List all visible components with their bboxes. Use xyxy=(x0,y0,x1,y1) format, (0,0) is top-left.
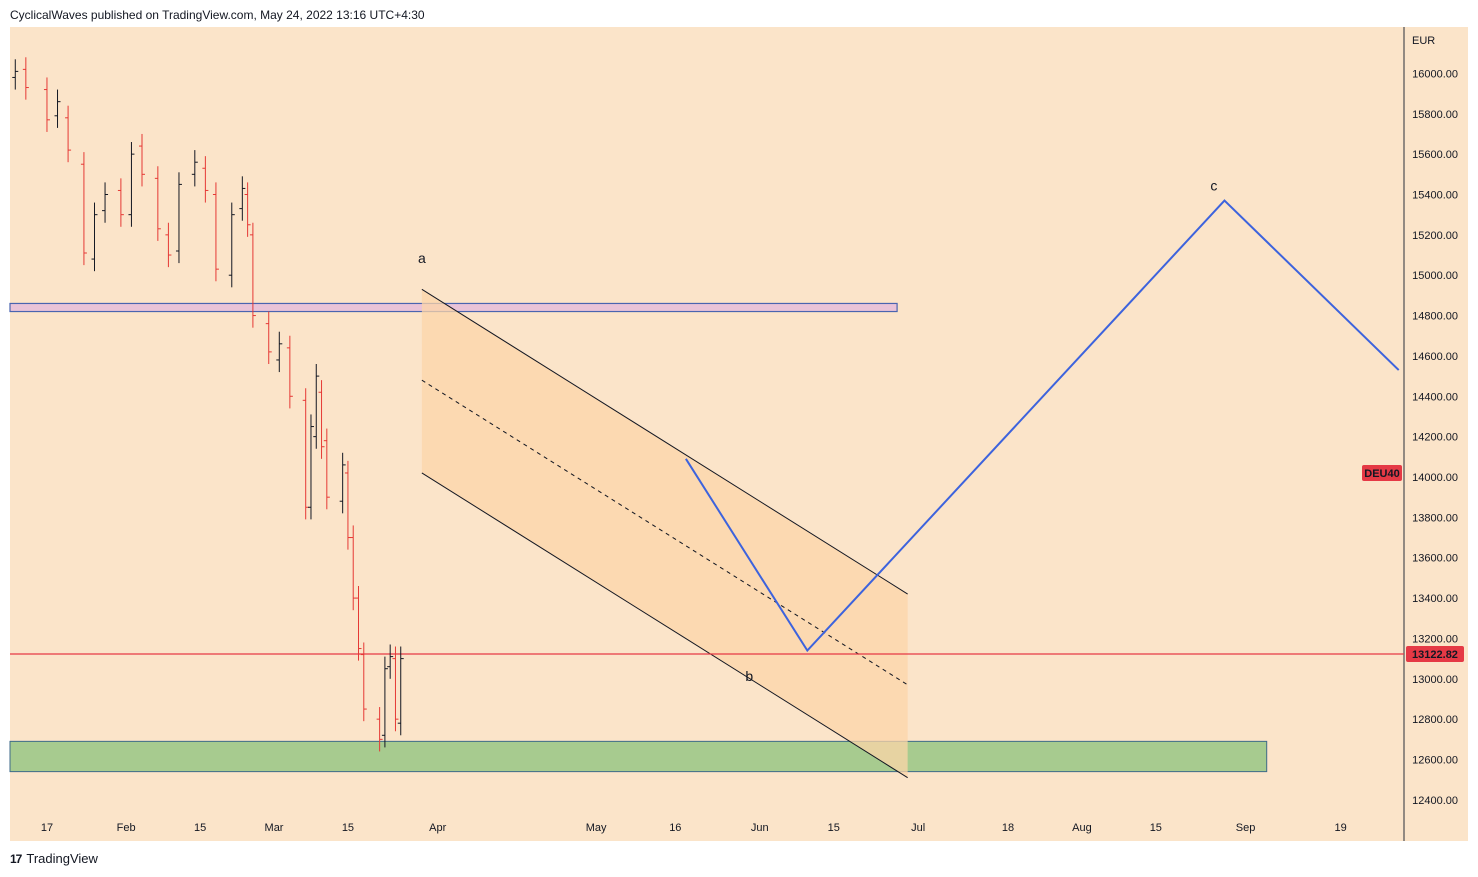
symbol-tag xyxy=(1362,464,1402,481)
y-tick-label: 13800.00 xyxy=(1412,512,1458,524)
y-tick-label: 12800.00 xyxy=(1412,714,1458,726)
x-tick-label: Apr xyxy=(429,822,446,834)
x-tick-label: Jul xyxy=(911,822,925,834)
support-zone xyxy=(9,740,1268,773)
wave-label-a: a xyxy=(418,250,426,266)
y-tick-label: 13600.00 xyxy=(1412,553,1458,565)
x-tick-label: Aug xyxy=(1072,822,1092,834)
y-tick-label: 12400.00 xyxy=(1412,795,1458,807)
y-tick-label: 13200.00 xyxy=(1412,633,1458,645)
y-tick-label: 14600.00 xyxy=(1412,351,1458,363)
price-scale-background xyxy=(1404,27,1468,814)
symbol-tag-label: DEU40 xyxy=(1364,468,1399,480)
y-tick-label: 15000.00 xyxy=(1412,270,1458,282)
channel-lower-line xyxy=(421,472,908,779)
y-tick-label: 15800.00 xyxy=(1412,109,1458,121)
y-tick-label: 16000.00 xyxy=(1412,68,1458,80)
x-tick-label: Mar xyxy=(265,822,284,834)
last-price-tag xyxy=(1406,646,1464,663)
tradingview-logo-icon: 17 xyxy=(10,851,22,866)
x-tick-label: Jun xyxy=(751,822,769,834)
x-tick-label: 15 xyxy=(342,822,354,834)
y-tick-label: 15600.00 xyxy=(1412,149,1458,161)
x-tick-label: 18 xyxy=(1002,822,1014,834)
x-tick-label: 15 xyxy=(194,822,206,834)
wave-label-c: c xyxy=(1210,177,1217,193)
y-tick-label: 15200.00 xyxy=(1412,230,1458,242)
channel-fill xyxy=(421,289,908,778)
x-tick-label: May xyxy=(586,822,607,834)
y-tick-label: 12600.00 xyxy=(1412,755,1458,767)
y-tick-label: 14000.00 xyxy=(1412,472,1458,484)
last-price-tag-label: 13122.82 xyxy=(1412,649,1458,661)
x-tick-label: Feb xyxy=(117,822,136,834)
x-tick-label: 16 xyxy=(669,822,681,834)
x-tick-label: 19 xyxy=(1335,822,1347,834)
y-tick-label: 14400.00 xyxy=(1412,391,1458,403)
x-tick-label: Sep xyxy=(1236,822,1256,834)
y-tick-label: 14200.00 xyxy=(1412,432,1458,444)
tradingview-footer: 17 TradingView xyxy=(10,851,98,866)
x-tick-label: 17 xyxy=(41,822,53,834)
currency-label: EUR xyxy=(1412,35,1435,47)
y-tick-label: 14800.00 xyxy=(1412,311,1458,323)
x-tick-label: 15 xyxy=(828,822,840,834)
y-tick-label: 13400.00 xyxy=(1412,593,1458,605)
publisher-header: CyclicalWaves published on TradingView.c… xyxy=(10,8,425,22)
tradingview-brand: TradingView xyxy=(26,851,98,866)
x-tick-label: 15 xyxy=(1150,822,1162,834)
wave-projection-path xyxy=(685,199,1400,653)
y-tick-label: 15400.00 xyxy=(1412,189,1458,201)
plot-background xyxy=(10,27,1404,814)
time-scale-background xyxy=(10,814,1468,841)
y-tick-label: 13000.00 xyxy=(1412,674,1458,686)
wave-label-b: b xyxy=(745,668,753,684)
channel-upper-line xyxy=(421,288,908,595)
